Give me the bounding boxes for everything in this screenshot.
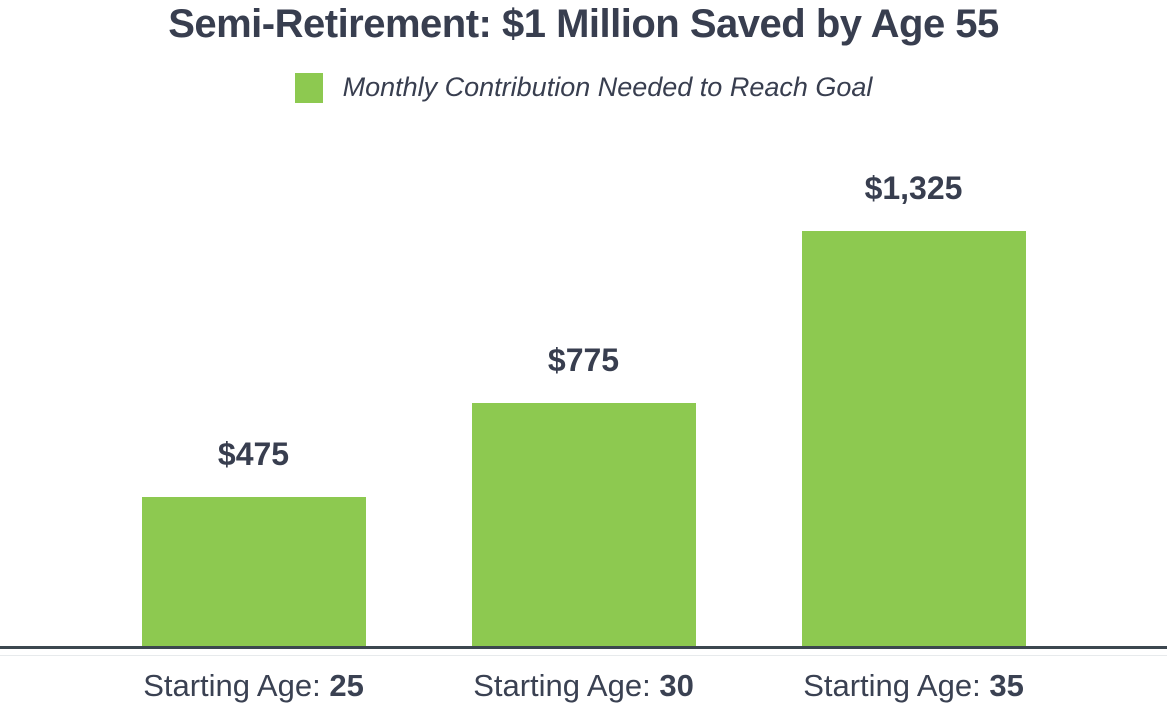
chart-title: Semi-Retirement: $1 Million Saved by Age…	[168, 2, 999, 46]
legend-swatch-icon	[294, 72, 323, 103]
x-axis-line	[0, 646, 1167, 649]
bar-value-label: $775	[547, 342, 620, 378]
bar-group-age-35: $1,325	[801, 170, 1026, 646]
legend-label: Monthly Contribution Needed to Reach Goa…	[342, 72, 873, 102]
x-label-number: 25	[329, 668, 364, 703]
x-axis-label-age-25: Starting Age: 25	[142, 668, 366, 704]
x-label-number: 30	[659, 668, 694, 703]
bar-age-35	[801, 231, 1026, 646]
x-axis-label-age-30: Starting Age: 30	[472, 668, 696, 704]
x-label-number: 35	[989, 668, 1024, 703]
x-axis-shadow-line	[0, 655, 1167, 656]
x-label-prefix: Starting Age:	[143, 668, 321, 703]
bar-group-age-25: $475	[141, 436, 366, 646]
chart-legend: Monthly Contribution Needed to Reach Goa…	[0, 72, 1167, 103]
bar-chart-area: $475 $775 $1,325	[0, 170, 1167, 646]
bar-value-label: $475	[217, 436, 290, 472]
bar-value-label: $1,325	[864, 170, 963, 206]
x-axis-labels: Starting Age: 25 Starting Age: 30 Starti…	[0, 668, 1167, 704]
x-axis-label-age-35: Starting Age: 35	[802, 668, 1026, 704]
x-label-prefix: Starting Age:	[473, 668, 651, 703]
x-label-prefix: Starting Age:	[803, 668, 981, 703]
bar-age-30	[471, 403, 696, 646]
bar-age-25	[141, 497, 366, 646]
bar-group-age-30: $775	[471, 342, 696, 646]
